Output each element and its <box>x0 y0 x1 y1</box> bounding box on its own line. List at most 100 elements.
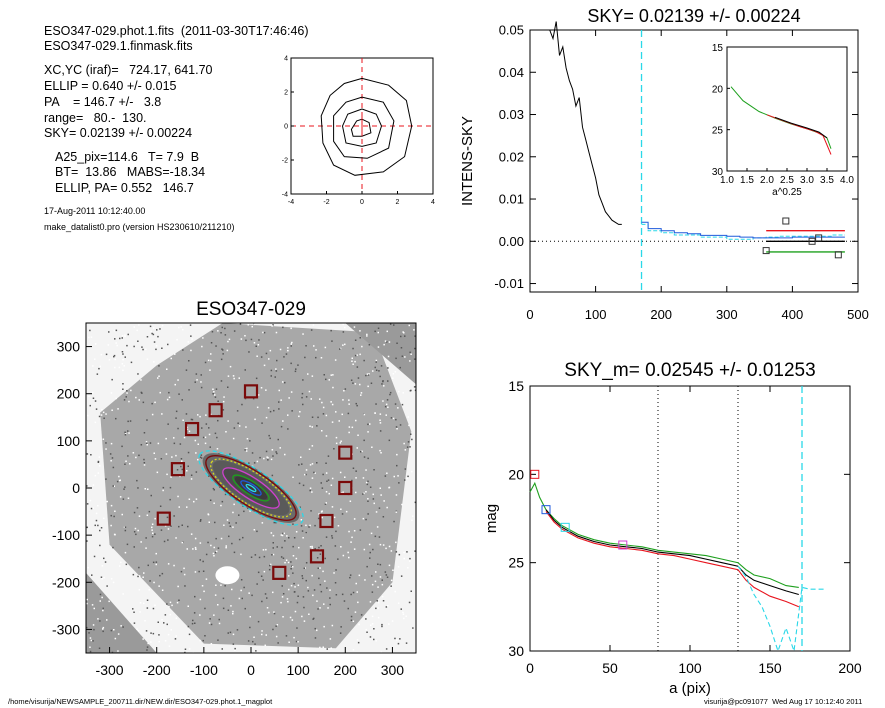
image-noise <box>151 526 153 529</box>
image-noise <box>245 450 248 452</box>
image-noise <box>161 347 163 349</box>
image-noise <box>407 416 409 418</box>
image-noise <box>152 532 154 534</box>
image-noise <box>367 513 369 515</box>
image-noise <box>362 493 364 495</box>
image-noise <box>373 469 375 471</box>
image-noise <box>284 561 286 564</box>
image-noise <box>121 337 123 339</box>
image-noise <box>233 377 235 380</box>
image-noise <box>258 556 261 559</box>
1-ytick-label: 0.01 <box>499 192 524 207</box>
image-ytick-label: 300 <box>57 339 81 355</box>
image-noise <box>370 532 373 535</box>
image-noise <box>88 395 90 397</box>
image-noise <box>397 407 399 409</box>
image-noise <box>325 502 327 504</box>
image-noise <box>355 402 357 405</box>
image-noise <box>282 616 284 618</box>
image-noise <box>414 389 416 392</box>
image-noise <box>238 514 240 516</box>
image-noise <box>224 327 226 330</box>
image-noise <box>393 475 395 478</box>
image-noise <box>347 412 350 415</box>
image-noise <box>342 399 344 401</box>
image-noise <box>138 575 141 577</box>
image-noise <box>322 570 324 573</box>
image-noise <box>326 587 328 589</box>
image-noise <box>319 607 321 609</box>
image-noise <box>146 444 148 446</box>
extra-bt: BT= 13.86 MABS=-18.34 <box>55 165 206 179</box>
image-noise <box>127 420 129 423</box>
image-noise <box>155 563 157 566</box>
image-noise <box>275 625 277 627</box>
image-noise <box>304 473 306 476</box>
image-noise <box>260 575 263 577</box>
image-noise <box>195 498 198 500</box>
image-noise <box>351 536 353 539</box>
image-noise <box>173 564 175 567</box>
sky-box-marker <box>184 421 200 437</box>
1-xtick-label: 300 <box>716 307 738 322</box>
image-noise <box>378 536 381 538</box>
image-noise <box>145 348 147 351</box>
image-noise <box>321 430 323 432</box>
image-noise <box>331 535 333 537</box>
image-noise <box>214 521 216 524</box>
image-noise <box>145 537 147 539</box>
image-noise <box>355 582 357 585</box>
image-noise <box>410 590 412 592</box>
image-noise <box>327 455 330 457</box>
image-noise <box>239 323 242 325</box>
centroid-ytick-label: -4 <box>282 192 288 199</box>
image-noise <box>202 337 204 339</box>
image-noise <box>379 413 382 415</box>
image-noise <box>188 360 190 362</box>
image-noise <box>155 345 158 347</box>
image-noise <box>242 536 244 539</box>
image-noise <box>311 545 313 548</box>
image-noise <box>353 530 356 532</box>
image-noise <box>411 438 413 441</box>
image-noise <box>284 540 286 542</box>
image-noise <box>209 499 212 501</box>
image-noise <box>120 625 122 627</box>
image-noise <box>209 446 211 448</box>
image-noise <box>197 443 199 445</box>
image-noise <box>407 567 409 569</box>
image-noise <box>343 390 345 392</box>
image-noise <box>90 454 92 456</box>
image-noise <box>187 625 190 628</box>
image-noise <box>414 501 416 504</box>
inset-xtick-label: 3.0 <box>800 175 814 186</box>
image-noise <box>395 511 398 513</box>
sky-profile-ylabel: INTENS-SKY <box>459 116 476 206</box>
image-noise <box>108 359 111 361</box>
image-noise <box>308 448 311 450</box>
image-noise <box>92 365 94 367</box>
image-noise <box>400 347 403 349</box>
image-noise <box>386 506 388 509</box>
image-noise <box>185 413 188 415</box>
file-line: ESO347-029.phot.1.fits (2011-03-30T17:46… <box>44 24 309 38</box>
image-noise <box>386 399 389 401</box>
image-noise <box>145 442 148 444</box>
image-noise <box>412 627 414 629</box>
image-noise <box>325 414 328 417</box>
image-noise <box>387 380 389 382</box>
image-noise <box>132 573 135 576</box>
image-noise <box>370 382 373 384</box>
image-noise <box>333 448 335 450</box>
image-noise <box>362 517 365 520</box>
image-noise <box>86 526 88 529</box>
image-noise <box>305 345 307 347</box>
image-noise <box>121 445 123 448</box>
image-noise <box>123 399 126 401</box>
image-noise <box>302 484 305 487</box>
sky-marker <box>815 234 823 242</box>
image-noise <box>305 396 308 398</box>
image-noise <box>103 417 105 419</box>
image-noise <box>283 532 285 535</box>
image-noise <box>355 477 357 479</box>
